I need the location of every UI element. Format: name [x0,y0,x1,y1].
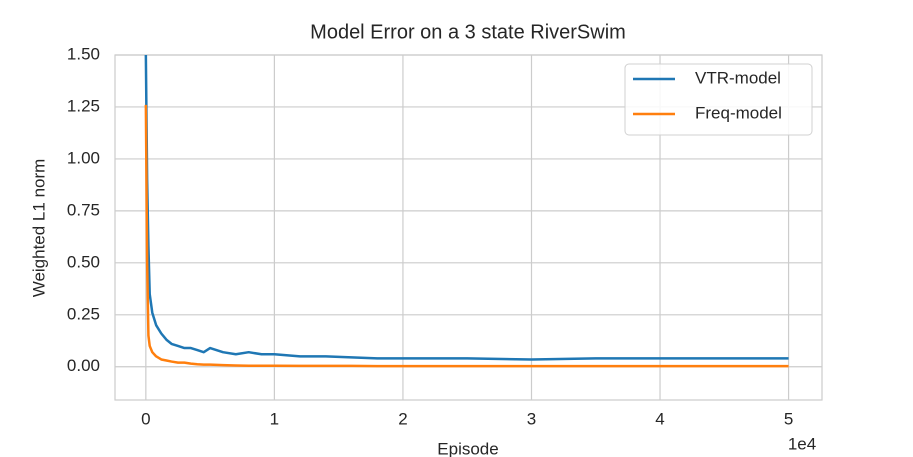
x-tick-label: 0 [141,409,150,428]
chart-title: Model Error on a 3 state RiverSwim [310,21,626,43]
y-tick-label: 0.50 [67,252,100,271]
y-tick-label: 1.25 [67,96,100,115]
y-axis-label: Weighted L1 norm [29,159,48,298]
x-tick-label: 5 [784,409,793,428]
y-tick-label: 1.50 [67,44,100,63]
legend-box [624,63,813,136]
x-axis-label: Episode [437,439,498,457]
x-tick-label: 1 [270,409,279,428]
plot-frame [114,54,823,401]
x-tick-label: 4 [655,409,664,428]
series-line [144,54,789,361]
y-tick-label: 1.00 [67,148,100,167]
series-line [144,104,789,368]
y-tick-label: 0.25 [67,304,100,323]
x-tick-label: 2 [398,409,407,428]
x-offset-label: 1e4 [788,434,816,453]
x-tick-label: 3 [527,409,536,428]
legend-label: VTR-model [695,68,781,87]
legend-label: Freq-model [695,103,782,122]
y-tick-label: 0.00 [67,356,100,375]
legend: VTR-model Freq-model [624,63,813,136]
y-tick-label: 0.75 [67,200,100,219]
